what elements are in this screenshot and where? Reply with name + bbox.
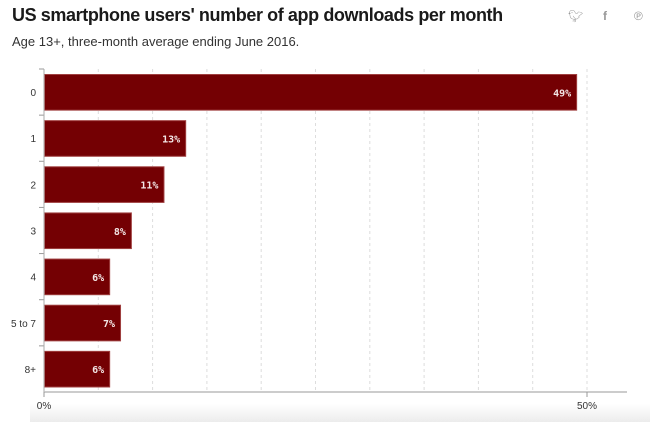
twitter-icon[interactable]: 🐦︎ [568, 9, 584, 23]
y-tick-label: 3 [30, 227, 36, 238]
y-tick-label: 0 [30, 88, 36, 99]
y-tick-label: 5 to 7 [11, 319, 36, 330]
chart-title: US smartphone users' number of app downl… [12, 5, 503, 25]
bar [44, 350, 111, 388]
data-label: 6% [92, 273, 104, 284]
bar [44, 166, 165, 203]
pinterest-icon[interactable]: ℗ [634, 9, 643, 23]
bar [44, 304, 122, 342]
data-label: 11% [140, 181, 158, 192]
bar [44, 74, 578, 111]
y-tick-label: 8+ [25, 365, 37, 376]
data-label: 8% [114, 227, 126, 238]
y-tick-label: 2 [30, 180, 36, 191]
y-tick-label: 1 [30, 134, 36, 145]
data-label: 7% [103, 319, 115, 330]
x-tick-label: 50% [577, 401, 597, 412]
x-tick-label: 0% [37, 401, 52, 412]
data-label: 13% [162, 134, 180, 145]
y-tick-label: 4 [30, 273, 36, 284]
chart-subtitle: Age 13+, three-month average ending June… [12, 34, 300, 49]
data-label: 49% [553, 88, 571, 99]
data-label: 6% [92, 365, 104, 376]
bar [44, 258, 111, 296]
facebook-icon[interactable]: f [603, 9, 607, 23]
bottom-shadow [30, 404, 650, 422]
